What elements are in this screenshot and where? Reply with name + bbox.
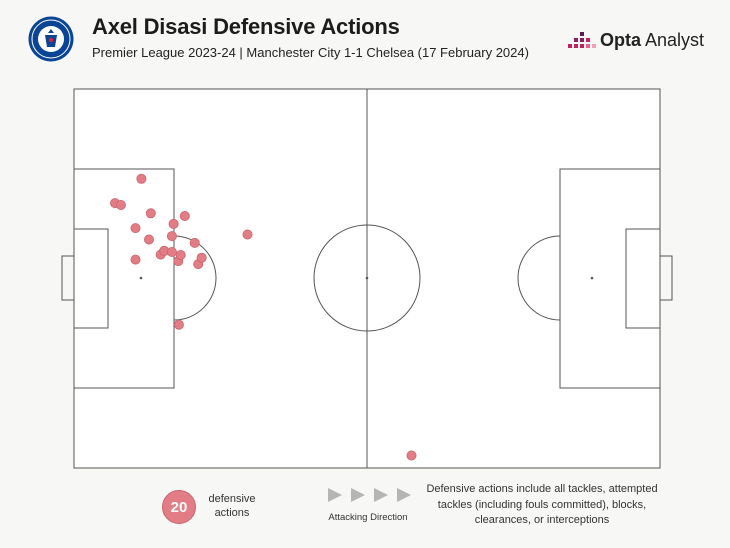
defensive-action-point [166, 231, 177, 242]
opta-logo-icon [568, 32, 596, 48]
brand-name-bold: Opta [600, 30, 642, 50]
opta-analyst-logo: Opta Analyst [568, 28, 708, 54]
defensive-action-point [175, 249, 186, 260]
left-goal [61, 255, 75, 301]
defensive-action-point [173, 319, 184, 330]
centre-circle [313, 224, 421, 332]
direction-arrow-icon [397, 488, 411, 502]
brand-name-rest: Analyst [641, 30, 705, 50]
defensive-action-point [179, 210, 190, 221]
attacking-direction-label: Attacking Direction [328, 512, 408, 523]
action-count-label: defensive actions [208, 493, 256, 519]
brand-name: Opta Analyst [600, 30, 704, 51]
defensive-action-point [145, 208, 156, 219]
defensive-action-point [130, 254, 141, 265]
defensive-action-point [143, 234, 154, 245]
chart-subtitle: Premier League 2023-24 | Manchester City… [92, 45, 529, 60]
direction-arrow-icon [374, 488, 388, 502]
defensive-action-point [242, 229, 253, 240]
defensive-action-point [166, 246, 177, 257]
right-penalty-spot [590, 276, 594, 280]
defensive-action-points [110, 173, 417, 461]
definition-note: Defensive actions include all tackles, a… [426, 483, 658, 526]
chart-title: Axel Disasi Defensive Actions [92, 14, 400, 39]
left-penalty-spot [139, 276, 143, 280]
defensive-action-point [196, 252, 207, 263]
centre-spot [365, 276, 369, 280]
chelsea-crest-icon [28, 16, 74, 62]
defensive-action-point [115, 199, 126, 210]
defensive-action-point [168, 218, 179, 229]
direction-arrow-icon [351, 488, 365, 502]
right-penalty-arc [517, 235, 561, 321]
defensive-action-point [406, 450, 417, 461]
defensive-action-point [130, 223, 141, 234]
action-count-badge: 20 [162, 490, 196, 524]
defensive-action-point [136, 173, 147, 184]
attacking-direction-arrows [328, 488, 411, 502]
direction-arrow-icon [328, 488, 342, 502]
right-goal [659, 255, 673, 301]
defensive-action-point [189, 237, 200, 248]
